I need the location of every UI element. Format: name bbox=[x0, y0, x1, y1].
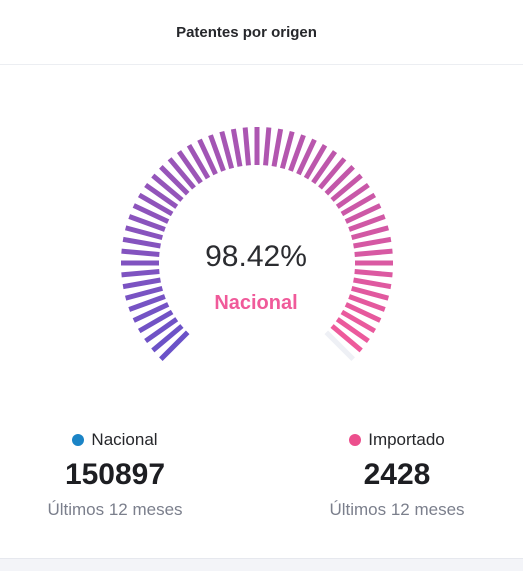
gauge-tick-filled bbox=[340, 192, 377, 217]
legend-item-importado: Importado 2428 Últimos 12 meses bbox=[277, 428, 517, 520]
gauge-tick-filled bbox=[318, 157, 347, 190]
gauge-tick-filled bbox=[288, 134, 306, 172]
gauge-tick-filled bbox=[137, 309, 174, 334]
legend-period: Últimos 12 meses bbox=[47, 500, 183, 519]
gauge-tick-filled bbox=[132, 203, 170, 224]
gauge-tick-filled bbox=[197, 138, 218, 176]
gauge-tick-filled bbox=[121, 248, 160, 257]
legend-value: 150897 bbox=[64, 458, 166, 491]
gauge-tick-filled bbox=[124, 225, 163, 241]
gauge-tick-filled bbox=[208, 134, 226, 172]
gauge-tick-filled bbox=[344, 203, 382, 224]
gauge-tick-filled bbox=[159, 330, 190, 361]
gauge-tick-filled bbox=[176, 150, 203, 185]
gauge-tick-filled bbox=[242, 127, 251, 166]
gauge-tick-filled bbox=[159, 165, 190, 196]
legend-item-nacional: Nacional 150897 Últimos 12 meses bbox=[0, 428, 235, 520]
gauge-tick-filled bbox=[353, 236, 392, 249]
card-header: Patentes por origen bbox=[0, 0, 523, 65]
gauge-tick-filled bbox=[348, 214, 386, 232]
gauge-tick-filled bbox=[271, 128, 284, 167]
gauge-series-label: Nacional bbox=[214, 292, 298, 314]
gauge-tick-filled bbox=[219, 130, 235, 169]
gauge-tick-filled bbox=[354, 269, 393, 278]
legend-value: 2428 bbox=[363, 458, 431, 491]
gauge-tick-filled bbox=[128, 294, 166, 312]
gauge-tick-filled bbox=[353, 277, 392, 290]
patents-origin-card: Patentes por origen 98.42% Nacional Naci… bbox=[0, 0, 523, 559]
gauge-tick-filled bbox=[330, 324, 363, 353]
gauge-ticks bbox=[121, 127, 393, 361]
gauge-tick-filled bbox=[344, 302, 382, 323]
radial-gauge: 98.42% Nacional bbox=[0, 64, 523, 394]
legend-dot-nacional bbox=[72, 434, 85, 446]
gauge-tick-filled bbox=[330, 173, 363, 202]
gauge-tick-filled bbox=[167, 157, 196, 190]
legend-period: Últimos 12 meses bbox=[329, 500, 465, 519]
gauge-tick-filled bbox=[144, 317, 179, 344]
gauge-tick-filled bbox=[132, 302, 170, 323]
gauge-percentage: 98.42% bbox=[205, 240, 307, 273]
gauge-tick-filled bbox=[340, 309, 377, 334]
legend-name: Nacional bbox=[91, 430, 158, 449]
gauge-tick-filled bbox=[351, 285, 390, 301]
gauge-tick-empty bbox=[324, 330, 355, 361]
legend-dot-importado bbox=[349, 434, 362, 446]
card-title: Patentes por origen bbox=[176, 23, 317, 41]
gauge-tick-filled bbox=[303, 143, 328, 180]
gauge-tick-filled bbox=[144, 182, 179, 209]
gauge-tick-filled bbox=[137, 192, 174, 217]
gauge-tick-filled bbox=[122, 236, 161, 249]
gauge-tick-filled bbox=[230, 128, 243, 167]
gauge-tick-filled bbox=[348, 294, 386, 312]
gauge-tick-filled bbox=[351, 225, 390, 241]
gauge-tick-filled bbox=[186, 143, 211, 180]
gauge-tick-filled bbox=[122, 277, 161, 290]
legend-name: Importado bbox=[368, 430, 445, 449]
gauge-tick-filled bbox=[279, 130, 295, 169]
gauge-tick-filled bbox=[311, 150, 338, 185]
gauge-tick-filled bbox=[151, 324, 184, 353]
gauge-tick-filled bbox=[124, 285, 163, 301]
gauge-tick-filled bbox=[128, 214, 166, 232]
gauge-tick-filled bbox=[263, 127, 272, 166]
gauge-tick-filled bbox=[335, 182, 370, 209]
gauge-tick-filled bbox=[121, 269, 160, 278]
gauge-tick-filled bbox=[151, 173, 184, 202]
gauge-tick-filled bbox=[296, 138, 317, 176]
gauge-tick-filled bbox=[354, 248, 393, 257]
gauge-tick-filled bbox=[335, 317, 370, 344]
gauge-tick-filled bbox=[324, 165, 355, 196]
